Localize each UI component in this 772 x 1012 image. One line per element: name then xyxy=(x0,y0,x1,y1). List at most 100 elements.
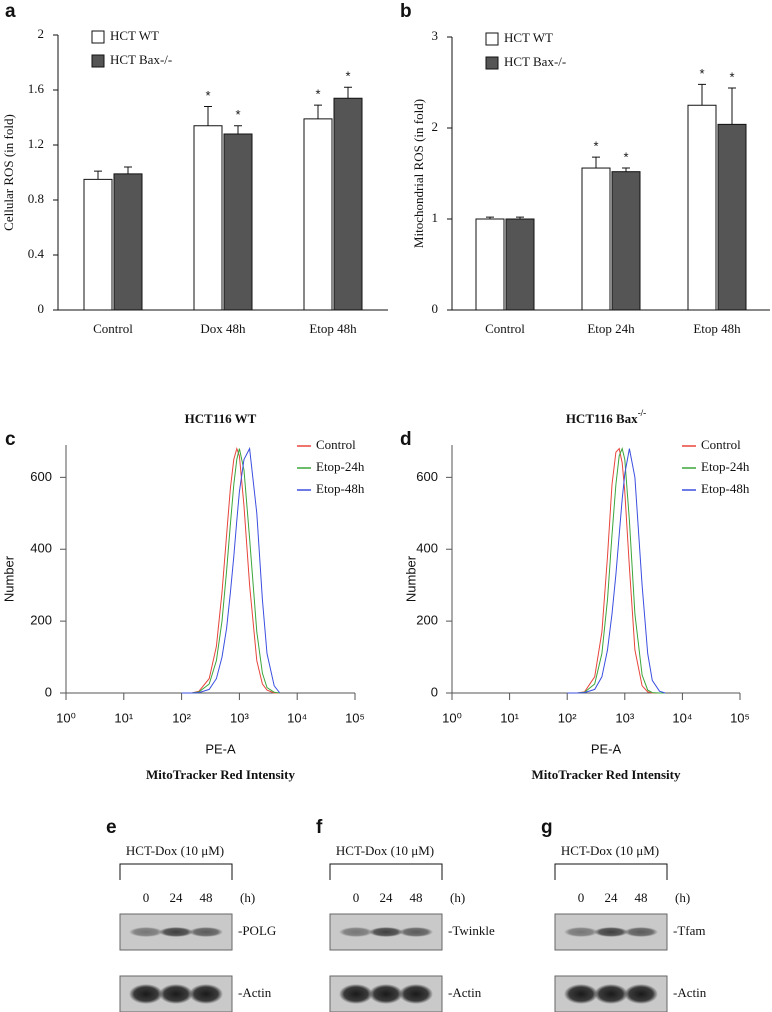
timepoint-label: 0 xyxy=(578,890,585,905)
protein-label: -Actin xyxy=(673,985,707,1000)
significance-mark: * xyxy=(315,87,320,102)
histogram-line xyxy=(181,446,281,694)
legend-label: Etop-24h xyxy=(701,459,750,474)
x-tick-label: Control xyxy=(93,321,133,336)
blot-band xyxy=(189,927,223,937)
blot-band xyxy=(399,927,433,937)
bar xyxy=(687,104,717,311)
bar xyxy=(581,167,611,311)
x-tick-label: Etop 48h xyxy=(309,321,357,336)
legend-label: HCT Bax-/- xyxy=(110,52,172,67)
x-tick-label: 10⁴ xyxy=(287,710,307,725)
panel-label: g xyxy=(541,817,553,838)
significance-mark: * xyxy=(235,107,240,122)
timepoint-label: 24 xyxy=(605,890,619,905)
y-axis-label: Number xyxy=(403,555,418,602)
chart-title-text: HCT116 Bax xyxy=(566,411,638,426)
blot-band xyxy=(369,927,403,937)
y-tick-label: 1 xyxy=(432,210,439,225)
bar xyxy=(505,218,535,311)
blot-band xyxy=(624,984,658,1004)
x-tick-label: 10³ xyxy=(615,710,634,725)
y-axis-label: Mitochondrial ROS (in fold) xyxy=(411,99,426,248)
bar xyxy=(113,173,143,311)
significance-mark: * xyxy=(345,69,350,84)
blot-band xyxy=(399,984,433,1004)
blot-band xyxy=(129,927,163,937)
panel-label: c xyxy=(5,429,16,450)
legend-swatch xyxy=(91,30,105,44)
axis xyxy=(451,37,770,311)
y-tick-label: 0 xyxy=(432,301,439,316)
histogram-line xyxy=(567,446,666,694)
x-axis-label-2: MitoTracker Red Intensity xyxy=(146,767,295,782)
y-tick-label: 200 xyxy=(416,613,438,628)
significance-mark: * xyxy=(729,69,734,84)
legend-swatch xyxy=(485,56,499,70)
blot-treatment: HCT-Dox (10 μM) xyxy=(561,843,659,858)
chart-title: HCT116 WT xyxy=(185,411,257,426)
protein-label: -Actin xyxy=(448,985,482,1000)
bar xyxy=(223,133,253,311)
axis xyxy=(65,445,355,694)
histogram-line xyxy=(181,446,280,694)
protein-label: -Actin xyxy=(238,985,272,1000)
y-tick-label: 600 xyxy=(416,469,438,484)
y-tick-label: 0 xyxy=(38,301,45,316)
x-tick-label: 10⁵ xyxy=(345,710,365,725)
y-tick-label: 0.4 xyxy=(28,246,45,261)
error-bar xyxy=(728,87,736,125)
chart-title-superscript: -/- xyxy=(638,408,647,418)
legend-swatch xyxy=(91,54,105,68)
y-tick-label: 200 xyxy=(30,613,52,628)
legend-swatch xyxy=(485,32,499,46)
bar xyxy=(193,125,223,311)
error-bar xyxy=(698,83,706,106)
blot-band xyxy=(624,927,658,937)
error-bar xyxy=(486,216,494,219)
y-tick-label: 3 xyxy=(432,28,439,43)
bar xyxy=(475,218,505,311)
error-bar xyxy=(234,125,242,134)
x-tick-label: 10³ xyxy=(230,710,249,725)
panel-label: f xyxy=(316,817,323,838)
x-tick-label: 10⁰ xyxy=(442,710,462,725)
blot-band xyxy=(159,927,193,937)
panel-label: a xyxy=(5,1,16,22)
x-tick-label: 10² xyxy=(172,710,191,725)
bar xyxy=(333,97,363,311)
error-bar xyxy=(124,166,132,174)
timepoint-label: 0 xyxy=(353,890,360,905)
y-tick-label: 1.2 xyxy=(28,136,44,151)
blot-band xyxy=(129,984,163,1004)
legend-label: HCT WT xyxy=(504,30,553,45)
histogram-line xyxy=(567,448,666,694)
y-tick-label: 0 xyxy=(45,684,52,699)
protein-label: -POLG xyxy=(238,923,276,938)
blot-band xyxy=(339,984,373,1004)
y-tick-label: 0.8 xyxy=(28,191,44,206)
timepoint-label: 48 xyxy=(635,890,648,905)
blot-band xyxy=(564,927,598,937)
bracket xyxy=(554,863,668,880)
error-bar xyxy=(622,167,630,172)
legend-label: Etop-24h xyxy=(316,459,365,474)
timepoint-label: 24 xyxy=(170,890,184,905)
legend-label: HCT Bax-/- xyxy=(504,54,566,69)
error-bar xyxy=(516,216,524,219)
x-axis-label: PE-A xyxy=(591,741,622,756)
x-axis-label-2: MitoTracker Red Intensity xyxy=(532,767,681,782)
panel-label: e xyxy=(106,817,117,838)
y-tick-label: 0 xyxy=(431,684,438,699)
x-tick-label: Etop 24h xyxy=(587,321,635,336)
y-tick-label: 600 xyxy=(30,469,52,484)
bar xyxy=(83,178,113,311)
protein-label: -Twinkle xyxy=(448,923,495,938)
y-tick-label: 400 xyxy=(416,541,438,556)
x-tick-label: 10² xyxy=(558,710,577,725)
blot-treatment: HCT-Dox (10 μM) xyxy=(126,843,224,858)
timepoint-label: 48 xyxy=(410,890,423,905)
x-tick-label: 10¹ xyxy=(114,710,133,725)
significance-mark: * xyxy=(699,66,704,81)
